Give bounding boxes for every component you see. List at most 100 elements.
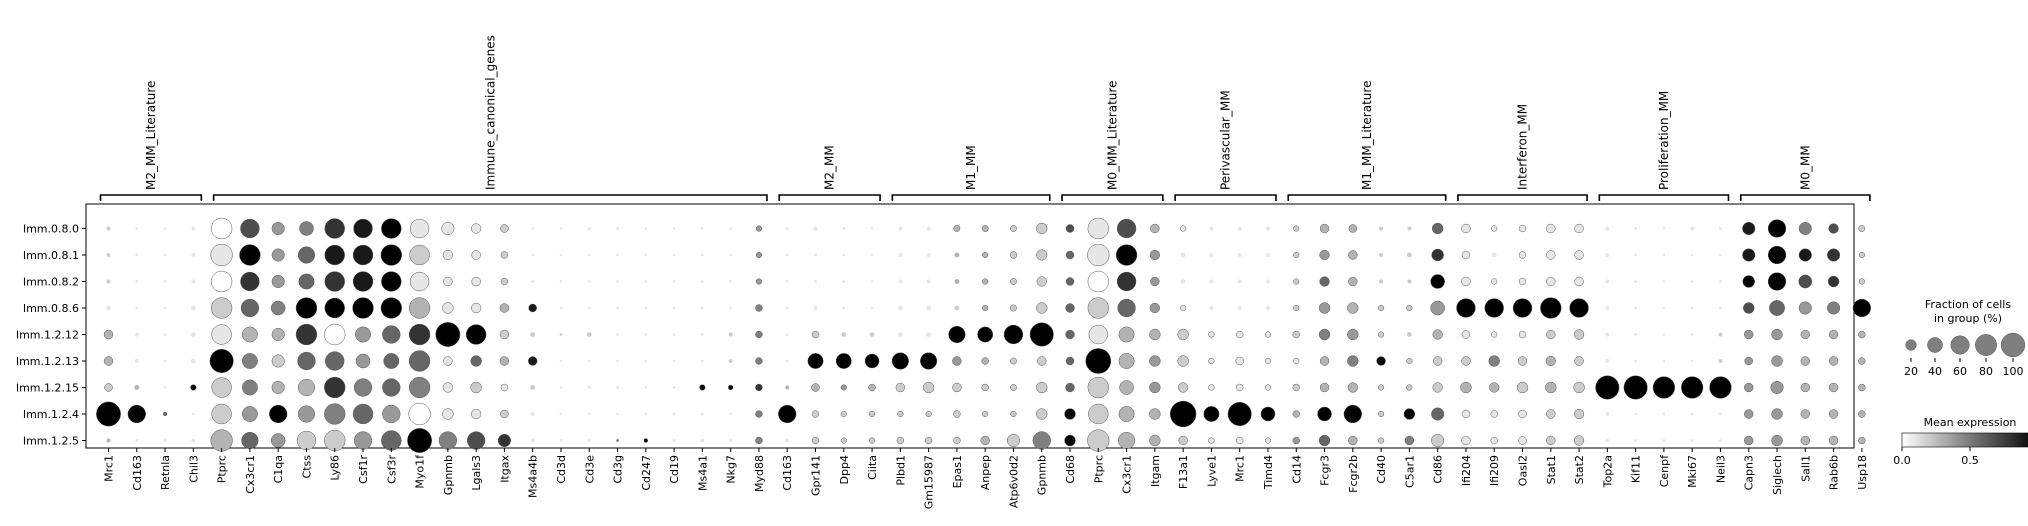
- dot: [381, 271, 402, 292]
- size-legend-label: 60: [1953, 365, 1967, 378]
- x-tick-label: Rab6b: [1828, 455, 1841, 490]
- dot: [870, 306, 874, 310]
- dot: [1293, 278, 1300, 285]
- dot: [616, 359, 619, 363]
- dot: [870, 280, 874, 283]
- dot: [922, 381, 935, 394]
- dot: [1461, 223, 1471, 234]
- dot: [1010, 304, 1017, 312]
- x-tick-label: Csf1r: [357, 455, 370, 484]
- dot: [1719, 412, 1722, 416]
- dot: [700, 412, 704, 416]
- dot: [1036, 276, 1047, 287]
- dot: [1293, 225, 1300, 232]
- dot: [842, 306, 846, 310]
- dot: [1180, 225, 1187, 232]
- dot: [616, 280, 619, 283]
- dot: [1032, 431, 1051, 450]
- dot: [953, 410, 961, 418]
- dot: [470, 355, 482, 367]
- dot: [211, 403, 232, 425]
- dot: [729, 280, 733, 283]
- dot: [1771, 355, 1783, 367]
- dot: [1403, 408, 1416, 420]
- dot: [297, 351, 316, 371]
- dot: [271, 221, 285, 236]
- dot: [1318, 434, 1331, 447]
- dot: [785, 253, 789, 257]
- dot: [842, 280, 846, 283]
- x-tick-label: Cenpf: [1658, 454, 1671, 487]
- dot: [785, 306, 789, 310]
- dot: [870, 253, 874, 257]
- group-label: M2_MM: [823, 145, 837, 190]
- dot: [1828, 356, 1839, 366]
- dot: [1003, 324, 1024, 345]
- group-label: M0_MM_Literature: [1105, 81, 1119, 190]
- dot: [785, 280, 789, 283]
- dot: [616, 227, 619, 230]
- dot: [1718, 359, 1723, 363]
- dot: [1828, 409, 1839, 419]
- size-legend-dot: [1975, 334, 1997, 356]
- dot: [1236, 436, 1244, 445]
- dot: [499, 329, 510, 340]
- dot: [672, 386, 676, 389]
- dot: [811, 383, 820, 392]
- x-tick-label: Oasl2: [1517, 455, 1530, 486]
- x-tick-label: Ptprc: [1092, 455, 1105, 483]
- dot: [1858, 330, 1866, 339]
- dot: [297, 246, 315, 264]
- dot: [1828, 435, 1839, 446]
- dot: [954, 252, 960, 258]
- dot: [785, 359, 789, 363]
- dot: [435, 322, 461, 347]
- dot: [755, 225, 762, 232]
- dot: [191, 412, 195, 416]
- dot: [471, 250, 481, 260]
- dot: [1149, 408, 1161, 420]
- dot: [1087, 217, 1109, 240]
- x-tick-label: Chil3: [187, 455, 200, 483]
- dot: [1744, 329, 1754, 340]
- dot: [1293, 304, 1300, 312]
- dot: [868, 383, 876, 392]
- dot: [96, 401, 121, 427]
- dot: [443, 276, 453, 287]
- dot: [1347, 328, 1359, 341]
- y-tick-label: Imm.0.8.6: [23, 302, 79, 315]
- dot: [190, 332, 196, 337]
- dot: [1662, 280, 1666, 283]
- dot: [1036, 302, 1048, 314]
- dot: [1512, 298, 1533, 318]
- dot: [1379, 279, 1384, 284]
- dot: [1036, 249, 1048, 261]
- x-tick-label: Myo1f: [414, 454, 427, 489]
- dot: [1430, 300, 1445, 316]
- x-tick-label: Top2a: [1601, 455, 1614, 488]
- size-legend-dot: [1905, 339, 1917, 351]
- dot: [1087, 376, 1109, 399]
- dot: [1461, 250, 1471, 260]
- size-legend-items: 20 40 60 80 100: [1904, 332, 2026, 378]
- y-tick-labels: Imm.0.8.0 Imm.0.8.1 Imm.0.8.2 Imm.0.8.6 Imm.…: [16, 223, 86, 448]
- dot: [728, 359, 733, 363]
- dot: [982, 410, 989, 418]
- dot: [1569, 298, 1589, 318]
- group-label: M0_MM: [1798, 145, 1812, 190]
- x-tick-label: Cd3d: [555, 455, 568, 484]
- dot: [835, 353, 852, 369]
- dot: [163, 439, 167, 442]
- dot: [616, 386, 619, 389]
- dot: [134, 359, 139, 363]
- dot: [1149, 249, 1160, 261]
- dot: [895, 382, 906, 393]
- dot: [380, 244, 402, 266]
- dot: [559, 412, 563, 416]
- dot: [1605, 438, 1610, 443]
- dot: [1798, 301, 1812, 315]
- dot: [210, 243, 233, 267]
- dot: [1318, 302, 1331, 314]
- dot: [163, 306, 167, 310]
